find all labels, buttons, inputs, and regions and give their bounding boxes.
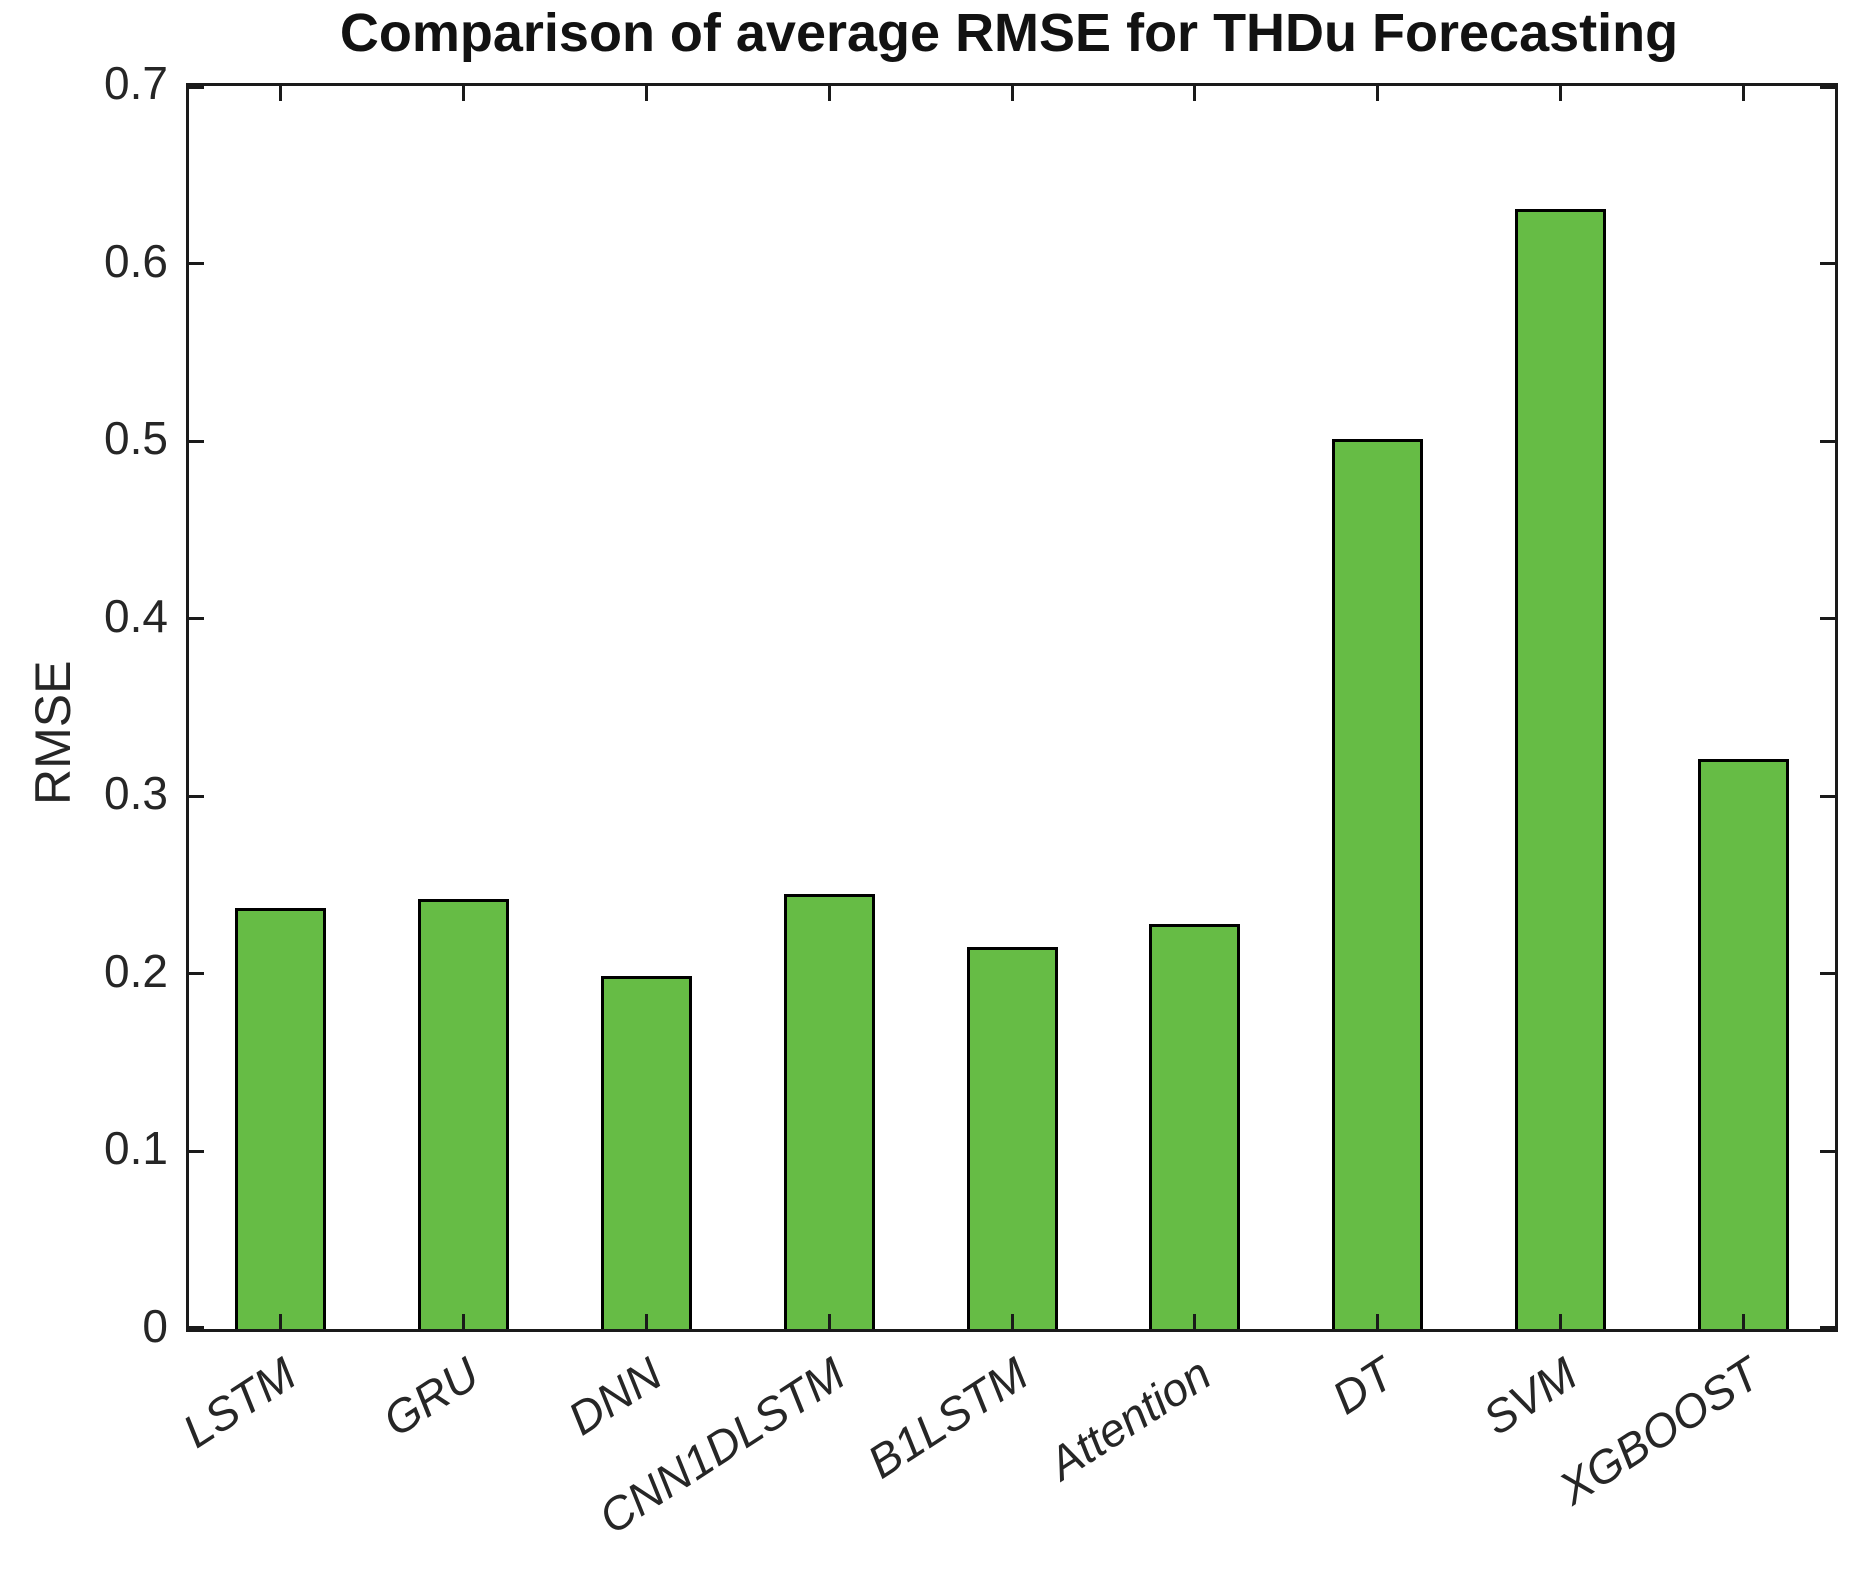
plot-area xyxy=(186,83,1838,1332)
y-tick-mark xyxy=(189,439,204,443)
y-tick-label: 0.1 xyxy=(104,1122,168,1175)
x-tick-mark xyxy=(827,1314,831,1329)
x-tick-mark-top xyxy=(461,86,465,101)
bar-dnn xyxy=(600,975,692,1329)
y-tick-mark xyxy=(189,972,204,976)
x-tick-mark xyxy=(1376,1314,1380,1329)
y-tick-mark xyxy=(189,617,204,621)
y-tick-label: 0.5 xyxy=(104,412,168,465)
x-tick-mark-top xyxy=(827,86,831,101)
bar-attention xyxy=(1149,924,1241,1329)
y-tick-mark xyxy=(189,1149,204,1153)
x-tick-mark-top xyxy=(278,86,282,101)
bar-cnn1dlstm xyxy=(783,893,875,1329)
y-tick-mark-right xyxy=(1820,1149,1835,1153)
y-tick-label: 0 xyxy=(142,1300,168,1352)
x-tick-mark xyxy=(1742,1314,1746,1329)
bar-b1lstm xyxy=(966,947,1058,1329)
chart-title: Comparison of average RMSE for THDu Fore… xyxy=(339,3,1679,63)
y-tick-mark xyxy=(189,1326,204,1329)
bar-xgboost xyxy=(1698,759,1790,1329)
x-tick-mark-top xyxy=(1376,86,1380,101)
y-tick-mark-right xyxy=(1820,86,1835,89)
y-tick-mark-right xyxy=(1820,794,1835,798)
y-tick-label: 0.2 xyxy=(104,944,168,997)
x-tick-mark-top xyxy=(1559,86,1563,101)
x-tick-mark xyxy=(1193,1314,1197,1329)
x-tick-mark-top xyxy=(644,86,648,101)
bar-dt xyxy=(1332,439,1424,1329)
x-tick-mark-top xyxy=(1193,86,1197,101)
x-tick-mark xyxy=(1010,1314,1014,1329)
y-tick-label: 0.3 xyxy=(104,767,168,820)
y-tick-mark-right xyxy=(1820,1326,1835,1329)
y-tick-label: 0.6 xyxy=(104,234,168,287)
y-tick-mark xyxy=(189,262,204,266)
y-tick-label: 0.4 xyxy=(104,589,168,642)
x-tick-mark-top xyxy=(1010,86,1014,101)
y-tick-mark xyxy=(189,794,204,798)
y-tick-mark xyxy=(189,86,204,89)
y-tick-mark-right xyxy=(1820,439,1835,443)
bar-lstm xyxy=(234,908,326,1329)
bar-gru xyxy=(417,899,509,1329)
y-tick-mark-right xyxy=(1820,617,1835,621)
y-tick-mark-right xyxy=(1820,972,1835,976)
x-tick-mark xyxy=(644,1314,648,1329)
bar-svm xyxy=(1515,208,1607,1329)
y-tick-label: 0.7 xyxy=(104,57,168,109)
x-tick-mark xyxy=(278,1314,282,1329)
y-tick-mark-right xyxy=(1820,262,1835,266)
x-tick-mark-top xyxy=(1742,86,1746,101)
x-tick-mark xyxy=(1559,1314,1563,1329)
x-tick-mark xyxy=(461,1314,465,1329)
